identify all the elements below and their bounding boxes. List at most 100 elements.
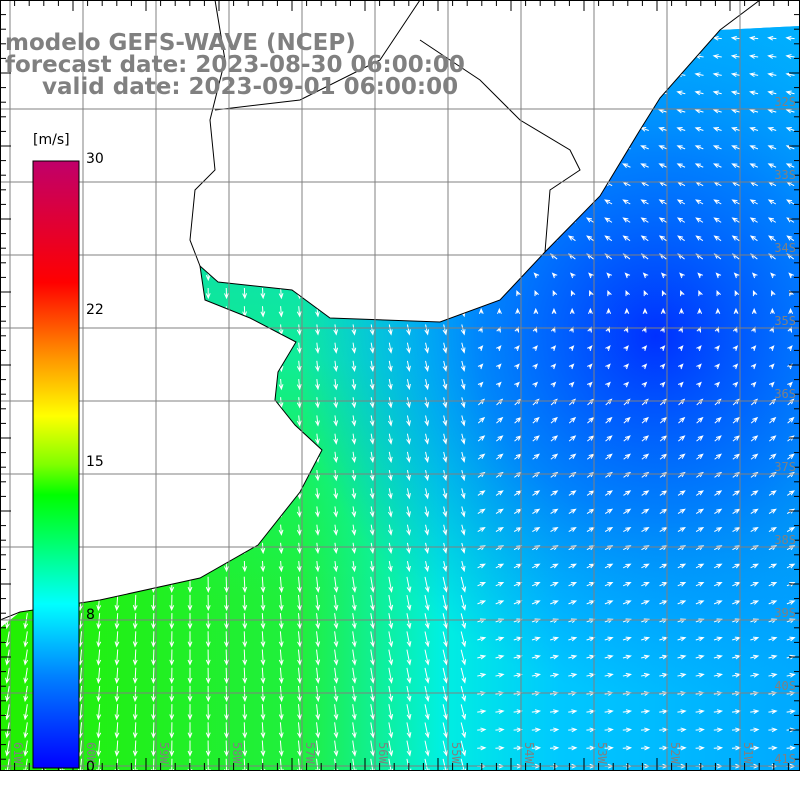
wind-arrow [187, 160, 193, 172]
wind-arrow [767, 127, 777, 132]
wind-arrow [205, 105, 211, 118]
wind-arrow [568, 381, 575, 388]
wind-arrow [369, 26, 375, 27]
wind-arrow [442, 649, 448, 666]
wind-arrow [442, 542, 448, 554]
wind-arrow [23, 415, 29, 427]
wind-arrow [23, 451, 29, 464]
wind-arrow [605, 471, 613, 478]
wind-arrow [695, 654, 705, 660]
latitude-label: 32S [774, 95, 796, 109]
wind-arrow [242, 631, 248, 648]
wind-arrow [622, 235, 631, 242]
wind-arrow [224, 397, 229, 409]
wind-arrow [586, 18, 594, 22]
wind-arrow [677, 745, 687, 751]
wind-arrow [205, 142, 211, 154]
wind-arrow [132, 196, 138, 209]
wind-arrow [169, 488, 175, 500]
wind-arrow [114, 124, 120, 136]
wind-arrow [260, 251, 266, 263]
wind-arrow [424, 576, 430, 593]
wind-arrow [748, 54, 759, 59]
wind-arrow [278, 524, 284, 536]
wind-arrow [424, 142, 430, 154]
wind-arrow [494, 108, 504, 114]
wind-arrow [351, 451, 357, 464]
wind-arrow [96, 524, 102, 536]
wind-arrow [333, 469, 339, 482]
wind-arrow [187, 740, 193, 757]
wind-arrow [548, 54, 559, 59]
wind-arrow [169, 215, 175, 227]
wind-arrow [495, 490, 504, 496]
wind-arrow [495, 563, 505, 569]
wind-arrow [477, 600, 487, 605]
wind-arrow [495, 508, 504, 514]
wind-arrow [370, 576, 375, 593]
wind-arrow [785, 35, 795, 41]
wind-arrow [477, 453, 486, 460]
wind-arrow [406, 542, 411, 554]
wind-arrow [659, 435, 668, 442]
wind-arrow [260, 613, 266, 630]
wind-arrow [605, 363, 611, 370]
wind-arrow [315, 178, 320, 191]
wind-arrow [387, 542, 393, 554]
wind-arrow [351, 506, 357, 518]
wind-arrow [494, 127, 504, 132]
wind-arrow [224, 105, 229, 118]
wind-arrow [260, 451, 266, 464]
wind-arrow [550, 526, 559, 533]
wind-arrow [369, 451, 375, 463]
wind-arrow [242, 269, 248, 282]
wind-arrow [532, 490, 541, 496]
wind-arrow [712, 127, 722, 132]
wind-arrow [442, 26, 448, 27]
wind-arrow [548, 90, 559, 96]
wind-arrow [297, 649, 302, 666]
wind-arrow [442, 251, 448, 263]
wind-arrow [533, 307, 539, 315]
wind-arrow [551, 307, 557, 315]
wind-arrow [278, 415, 284, 427]
wind-arrow [495, 636, 505, 642]
wind-arrow [442, 360, 448, 372]
wind-arrow [315, 560, 320, 573]
wind-arrow [732, 490, 741, 496]
wind-arrow [23, 649, 29, 666]
wind-arrow [260, 124, 266, 136]
wind-arrow [406, 631, 412, 648]
wind-arrow [351, 397, 357, 409]
wind-arrow [460, 631, 467, 648]
wind-arrow [205, 287, 211, 300]
wind-arrow [315, 722, 321, 739]
wind-arrow [442, 576, 448, 593]
wind-arrow [169, 397, 175, 409]
wind-arrow [476, 181, 485, 187]
wind-arrow [460, 124, 466, 136]
wind-arrow [5, 415, 11, 427]
wind-arrow [205, 233, 211, 245]
wind-arrow [78, 26, 84, 27]
wind-arrow [96, 722, 102, 739]
wind-arrow [442, 106, 448, 118]
wind-arrow [369, 215, 375, 227]
wind-arrow [351, 142, 357, 154]
wind-arrow [787, 471, 795, 478]
wind-arrow [387, 451, 393, 463]
wind-arrow [296, 524, 302, 536]
wind-arrow [351, 287, 357, 300]
wind-arrow [714, 453, 722, 460]
wind-arrow [278, 178, 284, 191]
wind-arrow [114, 560, 120, 573]
wind-arrow [260, 196, 266, 209]
wind-arrow [424, 269, 430, 281]
wind-arrow [512, 54, 522, 59]
wind-arrow [369, 287, 375, 300]
wind-arrow [548, 72, 559, 78]
wind-arrow [494, 163, 504, 168]
wind-arrow [296, 560, 302, 573]
wind-arrow [23, 196, 29, 209]
wind-arrow [260, 142, 266, 154]
